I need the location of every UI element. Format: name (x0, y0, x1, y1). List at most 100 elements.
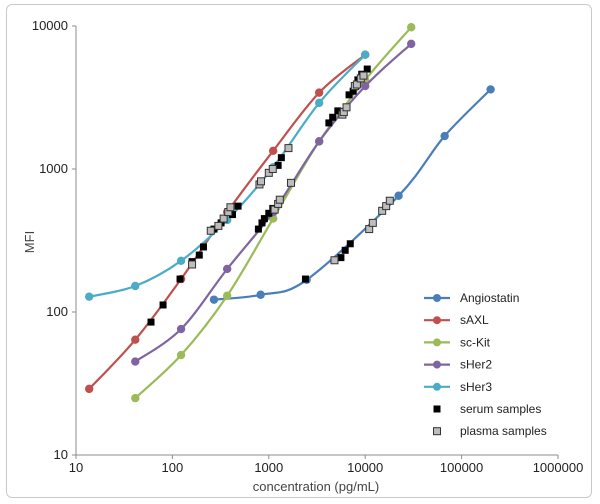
series-line-sher3 (88, 53, 366, 298)
x-tick-label: 100 (162, 460, 184, 475)
legend-swatch-marker (433, 405, 441, 413)
data-point-sc-kit (131, 393, 140, 403)
legend-label: sc-Kit (460, 335, 491, 349)
legend-label: plasma samples (460, 424, 547, 438)
data-point-plasma-samples (287, 178, 296, 187)
data-point-plasma-samples (226, 203, 235, 212)
chart-frame (6, 4, 592, 498)
data-point-plasma-samples (214, 221, 223, 230)
data-point-serum-samples (254, 225, 262, 233)
x-tick-label: 10000 (347, 460, 383, 475)
data-point-serum-samples (346, 240, 354, 248)
data-point-angiostatin (394, 191, 403, 200)
data-point-sher2 (131, 357, 140, 366)
x-tick-label: 1000000 (533, 460, 584, 475)
data-point-saxl (314, 88, 324, 97)
data-point-serum-samples (147, 318, 155, 326)
data-point-sher2 (222, 264, 232, 274)
y-tick-label: 10 (54, 447, 68, 462)
data-point-angiostatin (440, 131, 449, 141)
x-tick-label: 100000 (440, 460, 483, 475)
series-layer (84, 23, 495, 403)
y-axis-title: MFI (22, 231, 37, 253)
data-point-angiostatin (486, 85, 495, 94)
data-point-sher3 (176, 256, 186, 266)
data-point-serum-samples (199, 243, 207, 251)
data-point-sher2 (406, 39, 416, 49)
legend-item-angiostatin: Angiostatin (424, 291, 519, 305)
data-point-serum-samples (176, 275, 184, 283)
data-point-serum-samples (325, 119, 333, 127)
data-point-plasma-samples (359, 71, 368, 80)
data-point-serum-samples (363, 65, 371, 73)
data-point-sher3 (361, 50, 370, 59)
legend-item-sher2: sHer2 (424, 358, 492, 372)
legend-item-sher3: sHer3 (424, 380, 492, 394)
data-point-plasma-samples (342, 103, 351, 112)
y-tick-label: 10000 (32, 18, 68, 33)
data-point-plasma-samples (284, 144, 293, 153)
data-point-serum-samples (274, 161, 282, 169)
legend-swatch-marker (433, 294, 441, 302)
data-point-serum-samples (195, 251, 203, 259)
legend-label: sHer2 (460, 358, 492, 372)
data-point-sc-kit (406, 23, 416, 32)
data-point-serum-samples (334, 107, 342, 115)
data-point-serum-samples (260, 215, 268, 223)
legend-label: Angiostatin (460, 291, 519, 305)
data-point-angiostatin (256, 290, 265, 299)
data-point-plasma-samples (219, 214, 228, 223)
data-point-serum-samples (234, 202, 242, 210)
y-tick-label: 1000 (39, 161, 68, 176)
series-angiostatin (209, 85, 495, 304)
data-point-plasma-samples (275, 195, 284, 204)
legend-item-plasma-samples: plasma samples (433, 424, 547, 438)
data-point-saxl (268, 146, 278, 156)
series-plasma-samples (188, 71, 394, 269)
data-point-serum-samples (341, 246, 349, 254)
data-point-sher2 (314, 137, 324, 146)
data-point-serum-samples (228, 211, 236, 219)
legend-label: serum samples (460, 402, 541, 416)
legend-item-sc-kit: sc-Kit (424, 335, 491, 349)
series-line-sher2 (134, 43, 412, 363)
data-point-sher3 (314, 98, 324, 108)
legend-item-serum-samples: serum samples (433, 402, 541, 416)
x-axis-title: concentration (pg/mL) (253, 479, 379, 494)
data-point-serum-samples (329, 113, 337, 121)
data-point-serum-samples (265, 209, 273, 217)
plot-area (72, 25, 559, 459)
data-point-sher3 (84, 292, 94, 301)
data-point-sher3 (131, 281, 140, 291)
data-point-plasma-samples (385, 196, 394, 205)
x-tick-labels: 10 100 1000 10000 100000 1000000 (69, 460, 584, 475)
series-sher2 (131, 39, 416, 366)
legend-swatch-marker (433, 360, 441, 369)
data-point-sc-kit (176, 350, 186, 360)
legend-label: sHer3 (460, 380, 492, 394)
legend-label: sAXL (460, 313, 489, 327)
legend: Angiostatin sAXL sc-Kit sHer2 sHer3 serum sam… (424, 291, 547, 438)
y-tick-label: 100 (46, 304, 68, 319)
legend-swatch-marker (433, 316, 441, 325)
data-point-plasma-samples (206, 226, 215, 235)
series-serum-samples (147, 65, 371, 326)
data-point-serum-samples (301, 275, 309, 283)
legend-swatch-marker (433, 338, 441, 347)
legend-item-saxl: sAXL (424, 313, 489, 327)
data-point-plasma-samples (256, 177, 265, 186)
x-tick-label: 10 (69, 460, 83, 475)
data-point-saxl (131, 335, 140, 344)
legend-swatch-marker (433, 427, 441, 436)
data-point-serum-samples (258, 219, 266, 227)
data-point-plasma-samples (330, 256, 339, 265)
data-point-serum-samples (277, 154, 285, 162)
data-point-sc-kit (222, 291, 232, 300)
data-point-angiostatin (209, 295, 219, 304)
series-line-angiostatin (213, 88, 492, 301)
data-point-saxl (84, 384, 94, 394)
data-point-serum-samples (159, 301, 167, 309)
data-point-plasma-samples (268, 165, 277, 173)
x-tick-label: 1000 (254, 460, 283, 475)
